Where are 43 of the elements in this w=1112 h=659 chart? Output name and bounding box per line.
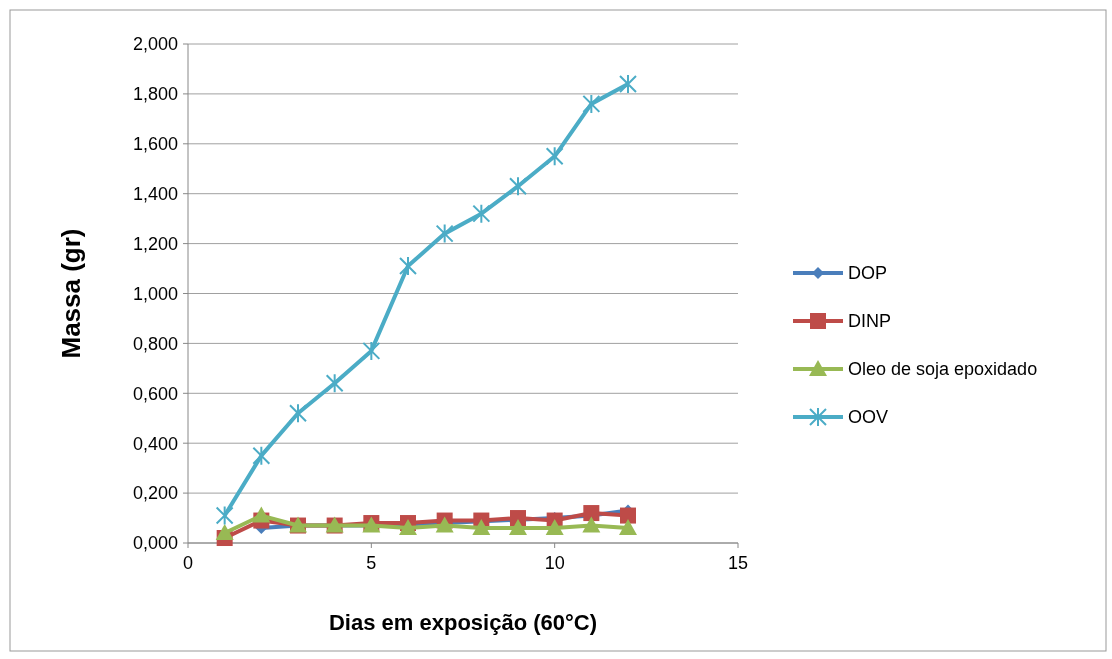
point (362, 340, 381, 361)
legend-label: DINP (848, 311, 892, 332)
y-tick-label: 1,800 (132, 84, 178, 105)
point (545, 519, 564, 536)
x-tick-label: 15 (727, 553, 749, 573)
x-tick-label: 10 (544, 553, 565, 573)
x-tick-label: 5 (366, 553, 377, 573)
point (289, 403, 307, 424)
y-tick-label: 0,600 (132, 383, 178, 404)
point (509, 176, 527, 197)
y-tick-label: 0,200 (132, 483, 178, 504)
point (215, 505, 234, 526)
y-tick-label: 2,000 (132, 34, 178, 55)
legend-label: Oleo de soja epoxidado (848, 359, 1038, 380)
point (509, 519, 527, 536)
point (619, 73, 637, 94)
y-axis-title: Massa (gr) (56, 228, 86, 359)
y-tick-label: 1,600 (132, 134, 178, 155)
point (472, 203, 491, 224)
point (399, 256, 417, 277)
point (325, 373, 344, 394)
point (545, 146, 564, 167)
y-tick-label: 0,800 (132, 333, 178, 354)
y-tick-label: 1,400 (132, 184, 178, 204)
point (399, 519, 417, 536)
legend-label: DOP (848, 263, 888, 284)
point (252, 506, 271, 523)
point (215, 524, 234, 541)
point (582, 516, 601, 533)
point (583, 505, 600, 522)
point (252, 445, 271, 466)
y-tick-label: 1,000 (132, 283, 178, 304)
point (435, 223, 454, 244)
legend-label: OOV (848, 407, 889, 428)
x-tick-label: 0 (182, 553, 194, 573)
y-tick-label: 1,200 (132, 233, 178, 254)
point (472, 519, 491, 536)
y-tick-label: 0,000 (132, 533, 178, 554)
point (619, 519, 637, 536)
point (620, 507, 636, 524)
x-axis-title: Dias em exposição (60°C) (328, 610, 598, 635)
y-tick-label: 0,400 (132, 433, 178, 454)
point (582, 93, 601, 114)
